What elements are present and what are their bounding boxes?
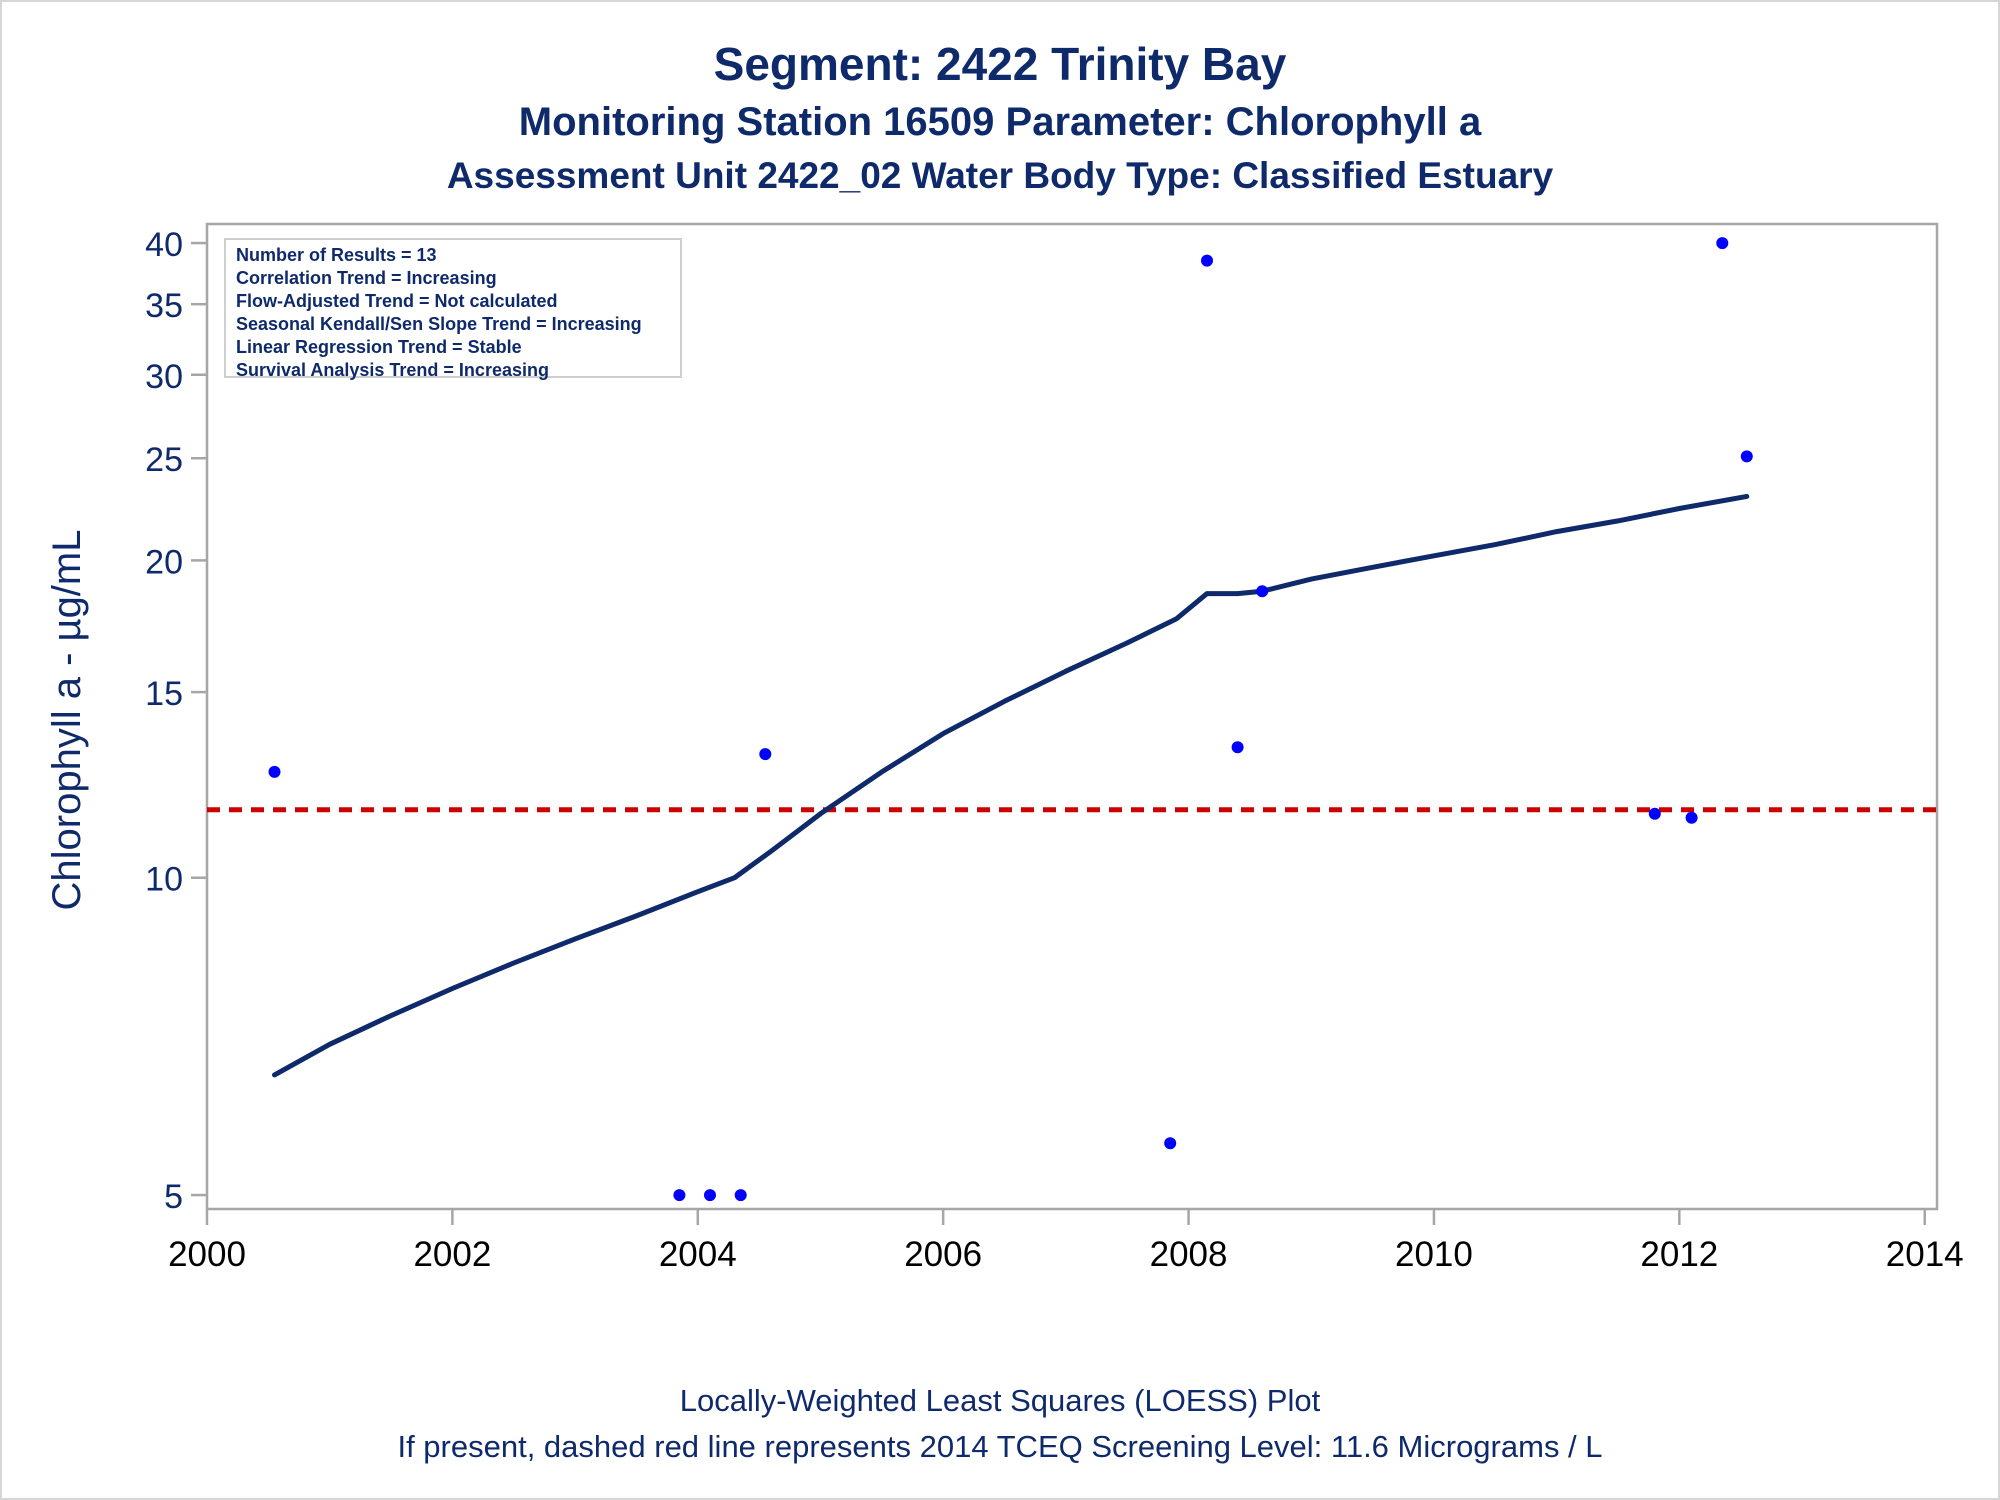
y-tick-label: 35	[145, 287, 183, 325]
footer-plot-type: Locally-Weighted Least Squares (LOESS) P…	[679, 1383, 1321, 1418]
chart-subtitle-assessment: Assessment Unit 2422_02 Water Body Type:…	[446, 155, 1554, 196]
chart-subtitle-station: Monitoring Station 16509 Parameter: Chlo…	[518, 100, 1482, 144]
x-tick-label: 2010	[1395, 1235, 1473, 1274]
data-point	[1648, 807, 1661, 820]
data-point	[1685, 811, 1698, 824]
y-tick-label: 25	[145, 441, 183, 479]
data-point	[268, 765, 281, 778]
x-axis: 2000 2002 2004 2006 2008 2010 2012 2014	[168, 1209, 1964, 1274]
y-tick-label: 30	[145, 358, 183, 396]
y-tick-label: 10	[145, 861, 183, 899]
chart-footer: Locally-Weighted Least Squares (LOESS) P…	[0, 1378, 2000, 1470]
y-axis: 5 10 15 20 25 30 35 40	[145, 226, 207, 1216]
stat-flow-adjusted-trend: Flow-Adjusted Trend = Not calculated	[236, 291, 558, 311]
data-point	[1201, 254, 1213, 267]
x-tick-label: 2014	[1886, 1235, 1964, 1274]
stat-number-of-results: Number of Results = 13	[236, 245, 437, 265]
footer-screening-note: If present, dashed red line represents 2…	[397, 1429, 1603, 1464]
y-tick-label: 15	[145, 675, 183, 713]
x-tick-label: 2002	[413, 1235, 491, 1274]
y-tick-label: 5	[164, 1178, 183, 1216]
y-tick-label: 40	[145, 226, 183, 264]
loess-curve	[272, 493, 1750, 1078]
trend-stats-box: Number of Results = 13 Correlation Trend…	[224, 238, 682, 380]
data-point	[673, 1189, 686, 1202]
x-tick-label: 2006	[904, 1235, 982, 1274]
loess-layer	[272, 493, 1750, 1078]
data-point	[1716, 237, 1729, 250]
x-tick-label: 2000	[168, 1235, 246, 1274]
chart-title: Segment: 2422 Trinity Bay	[713, 38, 1287, 90]
title-block: Segment: 2422 Trinity Bay Monitoring Sta…	[0, 34, 2000, 202]
points-layer	[268, 237, 1753, 1202]
stat-survival-analysis-trend: Survival Analysis Trend = Increasing	[236, 360, 549, 380]
x-tick-label: 2008	[1150, 1235, 1228, 1274]
data-point	[1231, 741, 1244, 754]
plot-area	[205, 222, 1939, 1211]
stat-linear-regression-trend: Linear Regression Trend = Stable	[236, 337, 522, 357]
data-point	[704, 1189, 716, 1202]
x-tick-label: 2012	[1640, 1235, 1718, 1274]
y-axis-label: Chlorophyll a - µg/mL	[45, 530, 89, 911]
data-point	[759, 748, 772, 761]
data-point	[1164, 1137, 1177, 1150]
data-point	[1740, 450, 1753, 463]
y-tick-label: 20	[145, 543, 183, 581]
stat-seasonal-kendall-trend: Seasonal Kendall/Sen Slope Trend = Incre…	[236, 314, 642, 334]
x-tick-label: 2004	[659, 1235, 737, 1274]
data-point	[1256, 585, 1269, 598]
stat-correlation-trend: Correlation Trend = Increasing	[236, 268, 497, 288]
data-point	[734, 1189, 747, 1202]
